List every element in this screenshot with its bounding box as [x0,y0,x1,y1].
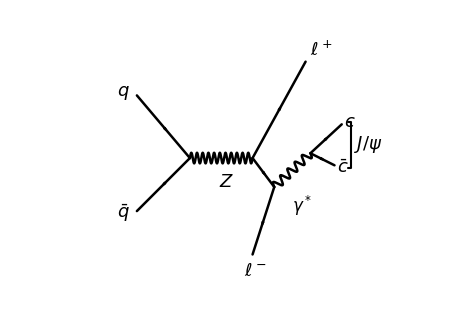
Text: $\bar{q}$: $\bar{q}$ [117,203,130,224]
Text: $\ell^+$: $\ell^+$ [310,40,333,59]
Text: $c$: $c$ [344,113,356,131]
Text: $\ell^-$: $\ell^-$ [244,262,266,280]
Text: $q$: $q$ [117,84,130,102]
Text: $J/\psi$: $J/\psi$ [354,134,383,155]
Text: $Z$: $Z$ [219,172,234,191]
Text: $\gamma^*$: $\gamma^*$ [292,194,313,218]
Text: $\bar{c}$: $\bar{c}$ [337,159,348,177]
